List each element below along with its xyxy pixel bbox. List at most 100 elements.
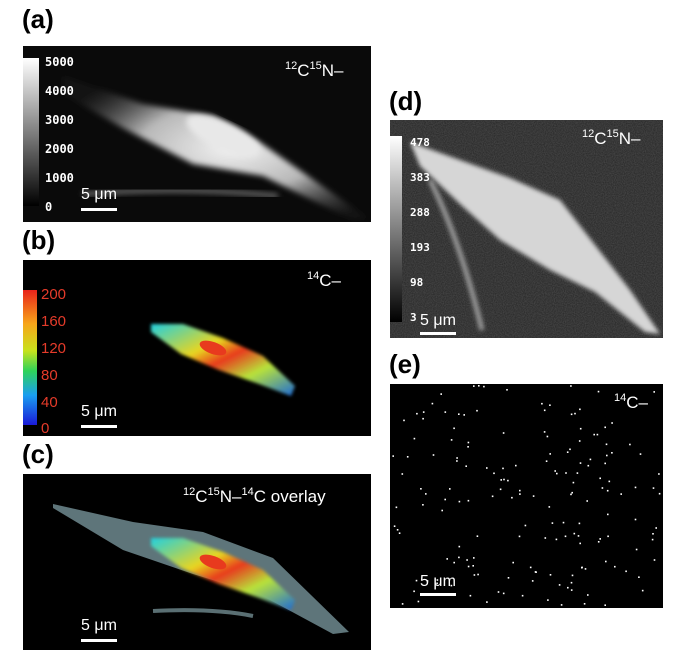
panel-a-tick: 0 [45,200,53,214]
count-dot [651,538,654,541]
panel-a-cell-body [63,76,368,220]
count-dot [560,604,563,606]
count-dot [493,472,495,475]
panel-d-tick: 3 [410,311,417,324]
panel-d-tick: 288 [410,206,430,219]
count-dot [473,574,476,576]
count-dot [476,409,478,412]
count-dot [518,535,521,538]
panel-d-cell [410,142,660,334]
count-dot [456,457,458,459]
panel-d-tick: 193 [410,241,430,254]
panel-a-ion-label: 12C15N– [285,60,344,80]
panel-a-cell-nucleus [186,114,260,158]
count-dot [502,432,505,434]
panel-a-tick: 5000 [45,55,74,69]
count-dot [450,439,453,441]
panel-e-scalebar-line [420,593,456,596]
count-dot [620,493,622,495]
count-dot [555,538,558,541]
panel-e-scalebar-label: 5 μm [420,573,456,590]
panel-e-ion-label: 14C– [614,392,648,412]
count-dot [507,479,509,482]
panel-b-ion-label: 14C– [307,270,341,290]
count-dot [420,488,422,490]
count-dot [549,453,551,455]
count-dot [458,556,460,559]
count-dot [453,427,455,430]
count-dot [467,565,470,568]
panel-e-scalebar: 5 μm [420,573,460,597]
count-dot [515,464,517,467]
panel-b-cell [151,324,295,396]
count-dot [574,412,576,415]
count-dot [634,486,637,489]
count-dot [503,478,505,481]
count-dot [558,584,561,586]
panel-d-image: 478 383 288 193 98 3 12C15N– 5 μm [390,120,663,338]
count-dot [607,513,609,516]
count-dot [581,566,583,569]
count-dot [441,509,443,512]
count-dot [535,571,537,573]
count-dot [478,385,480,387]
panel-e-image: 14C– 5 μm [390,384,663,608]
count-dot [422,504,424,506]
count-dot [413,437,416,440]
count-dot [565,472,567,474]
count-dot [546,435,549,438]
count-dot [653,391,655,393]
panel-b-tick: 40 [41,394,58,411]
panel-c-scalebar: 5 μm [81,617,121,643]
count-dot [601,487,604,489]
count-dot [634,518,637,521]
panel-c-letter: (c) [22,439,54,469]
count-dot [466,559,468,561]
count-dot [614,565,616,568]
count-dot [571,491,573,494]
count-dot [567,586,569,589]
count-dot [531,580,534,582]
count-dot [641,589,644,592]
count-dot [593,433,595,436]
panel-b-letter: (b) [22,225,56,255]
panel-d-ion-label: 12C15N– [582,128,641,148]
panel-d-svg [390,120,663,338]
count-dot [392,455,394,457]
count-dot [653,559,656,561]
count-dot [599,538,601,540]
panel-d-tick: 478 [410,136,430,149]
count-dot [467,446,469,448]
count-dot [604,462,606,465]
count-dot [629,443,631,446]
count-dot [401,603,404,605]
panel-c-image: 12C15N–14C overlay 5 μm [23,474,371,650]
count-dot [444,411,447,413]
count-dot [477,573,479,576]
panel-e-svg [390,384,663,608]
count-dot [458,413,460,415]
count-dot [511,496,513,499]
count-dot [572,481,575,484]
panel-e-count-dots [392,385,661,606]
count-dot [417,600,420,603]
count-dot [547,599,549,601]
count-dot [655,527,657,529]
count-dot [529,566,532,569]
count-dot [422,411,425,413]
count-dot [573,532,576,535]
count-dot [467,441,470,444]
count-dot [562,521,565,524]
count-dot [611,452,613,454]
count-dot [604,426,606,429]
panel-a-scalebar-line [81,208,117,211]
count-dot [432,454,435,456]
count-dot [497,591,500,593]
count-dot [425,493,427,495]
count-dot [578,522,581,525]
count-dot [502,592,505,595]
count-dot [401,473,404,475]
count-dot [519,489,521,492]
count-dot [396,529,399,531]
count-dot [521,594,524,597]
